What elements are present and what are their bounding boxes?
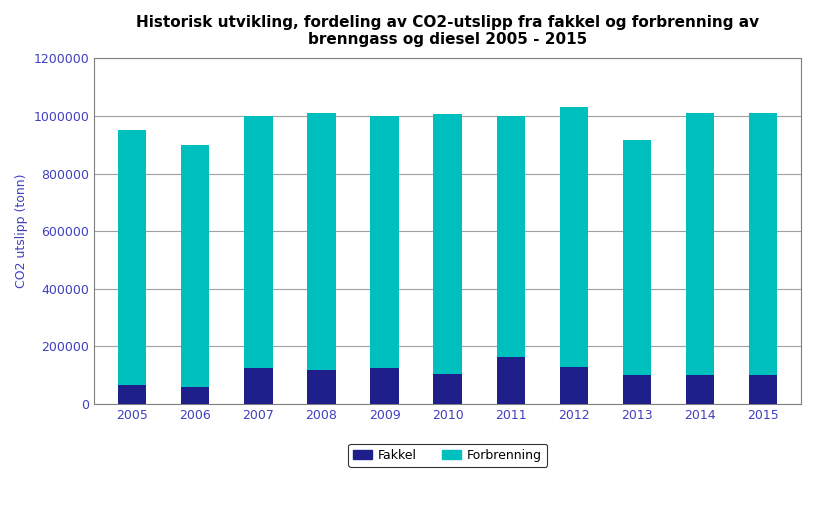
Bar bbox=[749, 375, 778, 404]
Bar bbox=[685, 113, 714, 375]
Bar bbox=[685, 375, 714, 404]
Bar bbox=[370, 368, 399, 404]
Title: Historisk utvikling, fordeling av CO2-utslipp fra fakkel og forbrenning av
brenn: Historisk utvikling, fordeling av CO2-ut… bbox=[136, 15, 759, 47]
Bar bbox=[749, 113, 778, 375]
Bar bbox=[181, 387, 210, 404]
Y-axis label: CO2 utslipp (tonn): CO2 utslipp (tonn) bbox=[15, 174, 28, 288]
Bar bbox=[623, 375, 651, 404]
Bar bbox=[497, 116, 525, 356]
Bar bbox=[244, 368, 273, 404]
Bar bbox=[433, 374, 462, 404]
Bar bbox=[118, 130, 146, 385]
Bar bbox=[181, 145, 210, 387]
Bar bbox=[308, 113, 335, 370]
Bar bbox=[308, 370, 335, 404]
Bar bbox=[560, 107, 588, 367]
Bar bbox=[244, 116, 273, 368]
Bar bbox=[497, 356, 525, 404]
Bar bbox=[560, 367, 588, 404]
Legend: Fakkel, Forbrenning: Fakkel, Forbrenning bbox=[348, 444, 548, 467]
Bar bbox=[433, 114, 462, 374]
Bar bbox=[118, 385, 146, 404]
Bar bbox=[370, 116, 399, 368]
Bar bbox=[623, 140, 651, 375]
